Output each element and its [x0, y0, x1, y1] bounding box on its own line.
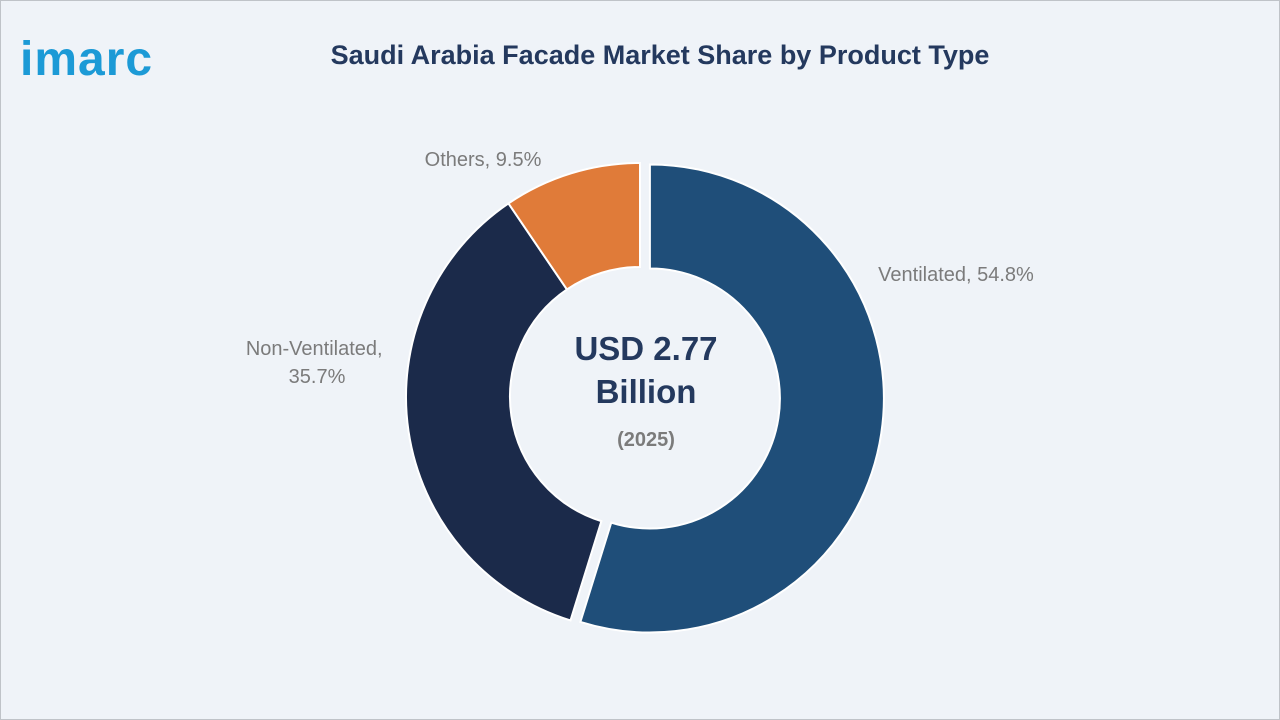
donut-slice-ventilated — [579, 163, 885, 634]
slice-label-others: Others, 9.5% — [425, 149, 542, 171]
center-year: (2025) — [617, 429, 675, 451]
center-value-line1: USD 2.77 — [574, 330, 717, 367]
imarc-logo: imarc — [20, 33, 153, 86]
center-value-line2: Billion — [596, 373, 697, 410]
donut-slice-non-ventilated — [405, 202, 603, 622]
slice-label-non-ventilated: Non-Ventilated, 35.7% — [246, 338, 388, 388]
svg-text:imarc: imarc — [20, 33, 153, 86]
slice-label-non-ventilated-line2: 35.7% — [289, 366, 346, 388]
slice-label-ventilated: Ventilated, 54.8% — [878, 264, 1034, 286]
donut-slices — [405, 161, 885, 634]
donut-slice-others — [507, 161, 641, 291]
slice-label-non-ventilated-line1: Non-Ventilated, — [246, 338, 383, 360]
chart-title: Saudi Arabia Facade Market Share by Prod… — [330, 40, 990, 70]
